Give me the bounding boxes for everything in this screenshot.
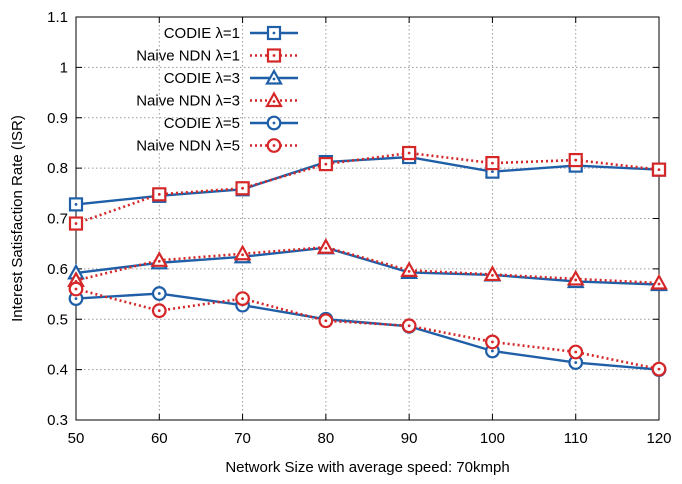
legend-entry: Naive NDN λ=3 <box>136 91 298 110</box>
y-axis-title: Interest Satisfaction Rate (ISR) <box>9 115 26 322</box>
y-tick-label: 0.7 <box>47 211 68 228</box>
legend-entry: Naive NDN λ=5 <box>136 138 298 155</box>
data-point-dot <box>574 350 578 354</box>
x-tick-label: 120 <box>646 430 671 447</box>
legend-marker-dot <box>272 77 276 81</box>
x-tick-label: 50 <box>68 430 85 447</box>
data-point-dot <box>657 367 661 371</box>
data-point <box>150 251 169 267</box>
legend-entry: Naive NDN λ=1 <box>136 48 298 65</box>
legend: CODIE λ=1 Naive NDN λ=1 CODIE λ=3 Naive NDN… <box>136 25 298 155</box>
data-point-dot <box>324 246 328 250</box>
series-line <box>75 287 660 371</box>
legend-marker <box>265 68 283 85</box>
data-point-dot <box>574 278 578 282</box>
legend-marker-dot <box>272 54 276 57</box>
data-point-dot <box>74 222 78 225</box>
data-point-dot <box>241 253 244 257</box>
data-point-dot <box>241 186 244 190</box>
data-point-dot <box>491 340 494 344</box>
data-point-dot <box>157 292 161 295</box>
y-tick-label: 0.5 <box>47 311 68 328</box>
data-point-dot <box>407 324 411 328</box>
data-point-dot <box>74 287 78 291</box>
data-point-dot <box>74 297 78 300</box>
axes: 0.3 0.4 0.5 0.6 0.7 0.8 0.9 1 1.1 50 60 70 80 90 100 11… <box>47 9 671 447</box>
series-2 <box>68 145 667 231</box>
x-axis-title: Network Size with average speed: 70kmph <box>225 459 509 476</box>
x-tick-label: 100 <box>480 430 505 447</box>
series-4 <box>67 237 668 290</box>
legend-entry: CODIE λ=5 <box>164 115 298 132</box>
data-point-dot <box>324 319 328 323</box>
series-line <box>75 292 660 371</box>
data-point-dot <box>574 361 578 364</box>
legend-marker-dot <box>272 144 276 147</box>
y-tick-label: 1 <box>60 59 68 76</box>
x-tick-label: 70 <box>234 430 251 447</box>
data-point <box>483 265 502 282</box>
legend-label: Naive NDN λ=5 <box>136 138 240 155</box>
legend-marker-dot <box>272 100 276 103</box>
y-tick-label: 1.1 <box>47 9 68 26</box>
y-tick-label: 0.4 <box>47 362 68 379</box>
plot-area <box>67 145 668 378</box>
y-tick-label: 0.8 <box>47 160 68 177</box>
data-point-dot <box>491 161 494 165</box>
data-point <box>316 237 335 254</box>
data-point <box>400 261 419 277</box>
data-point <box>233 244 252 261</box>
y-tick-label: 0.3 <box>47 412 68 429</box>
legend-label: CODIE λ=5 <box>164 115 240 132</box>
legend-label: CODIE λ=1 <box>164 25 240 42</box>
data-point-dot <box>491 349 494 353</box>
legend-marker <box>265 91 283 108</box>
data-point <box>650 273 668 290</box>
series-6 <box>68 281 667 377</box>
data-point-dot <box>157 309 161 313</box>
data-point-dot <box>574 158 578 162</box>
x-tick-label: 110 <box>564 430 588 447</box>
series-line <box>75 245 660 285</box>
legend-marker-dot <box>272 31 276 35</box>
legend-label: CODIE λ=3 <box>164 70 240 87</box>
data-point-dot <box>657 282 661 286</box>
data-point-dot <box>241 297 244 300</box>
x-tick-label: 90 <box>401 430 418 447</box>
y-tick-label: 0.9 <box>47 110 68 127</box>
legend-entry: CODIE λ=1 <box>164 25 298 42</box>
data-point-dot <box>657 168 661 172</box>
data-point-dot <box>491 274 494 277</box>
series-line <box>75 151 660 225</box>
data-point-dot <box>157 192 161 196</box>
data-point-dot <box>407 151 411 155</box>
data-point <box>566 269 585 286</box>
data-point-dot <box>157 259 161 263</box>
data-point-dot <box>491 170 494 174</box>
legend-marker-dot <box>272 121 276 125</box>
legend-label: Naive NDN λ=1 <box>136 48 240 65</box>
grid <box>76 17 659 420</box>
legend-entry: CODIE λ=3 <box>164 68 298 87</box>
x-tick-label: 60 <box>151 430 168 447</box>
data-point-dot <box>74 202 78 206</box>
series-5 <box>68 286 667 378</box>
data-point-dot <box>324 162 328 166</box>
y-tick-label: 0.6 <box>47 261 68 278</box>
data-point-dot <box>407 269 411 273</box>
x-tick-label: 80 <box>318 430 335 447</box>
legend-label: Naive NDN λ=3 <box>136 93 240 110</box>
